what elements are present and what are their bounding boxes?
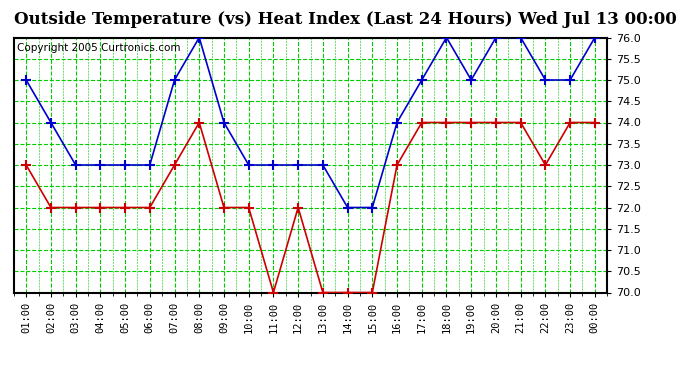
Text: Outside Temperature (vs) Heat Index (Last 24 Hours) Wed Jul 13 00:00: Outside Temperature (vs) Heat Index (Las… <box>14 11 676 28</box>
Text: Copyright 2005 Curtronics.com: Copyright 2005 Curtronics.com <box>17 43 180 52</box>
